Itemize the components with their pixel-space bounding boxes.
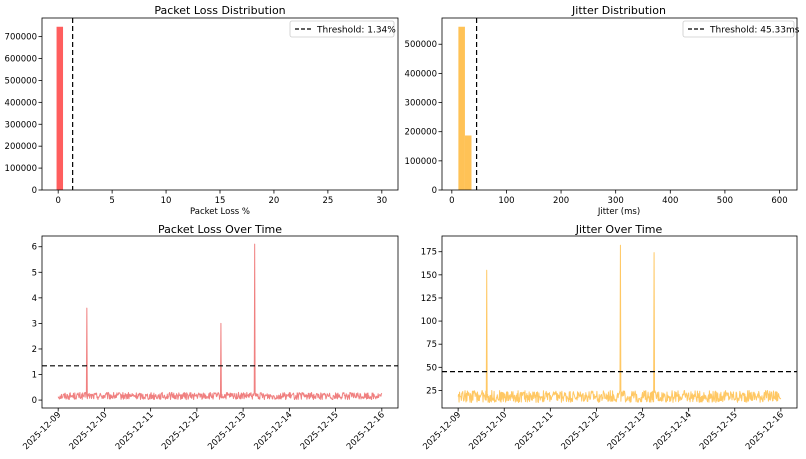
jitter-hist-xtick-label: 400: [662, 196, 678, 206]
jitter-hist-frame: [441, 17, 798, 191]
jitter-hist-ytick-label: 100000: [405, 157, 437, 167]
loss-hist-ytick-label: 200000: [5, 142, 37, 152]
jitter-time-xtick-label: 2025-12-13: [606, 410, 648, 452]
jitter-time-xtick-label: 2025-12-09: [421, 410, 463, 452]
loss-hist-ytick-label: 400000: [5, 98, 37, 108]
jitter-hist-xtick-label: 0: [449, 196, 454, 206]
jitter-hist-ytick-label: 300000: [405, 99, 437, 109]
loss-hist-ytick-label: 700000: [5, 33, 37, 43]
loss-time-ytick-label: 3: [32, 319, 37, 329]
loss-time-xtick-label: 2025-12-14: [252, 410, 294, 452]
jitter-time-xtick-label: 2025-12-16: [744, 410, 786, 452]
loss-hist-ytick-label: 600000: [5, 55, 37, 65]
jitter-hist-panel: Jitter Distribution 0 100 200 300 400 500 6000…: [405, 4, 800, 217]
loss-hist-xtick-label: 30: [376, 196, 387, 206]
jitter-hist-xtick-label: 600: [771, 196, 787, 206]
loss-hist-panel: Packet Loss Distribution 0 5 10 15 20 25 30 0 10…: [5, 4, 399, 217]
loss-time-xtick-label: 2025-12-15: [299, 410, 341, 452]
loss-hist-legend: Threshold: 1.34%: [289, 20, 396, 38]
jitter-time-panel: Jitter Over Time 2025-12-09 2025-12-10 202…: [421, 223, 798, 452]
jitter-hist-xtick-label: 200: [553, 196, 569, 206]
jitter-time-ytick-label: 100: [421, 317, 437, 327]
jitter-time-frame: [441, 235, 798, 409]
jitter-hist-legend-box: [682, 20, 795, 38]
loss-time-ytick-label: 4: [32, 294, 37, 304]
loss-time-ytick-label: 5: [32, 268, 37, 278]
jitter-time-xtick-label: 2025-12-12: [560, 410, 602, 452]
loss-time-series-line: [57, 243, 383, 401]
loss-hist-plot-area: 0 5 10 15 20 25 30 0 100000 200000 300000 400000 500…: [5, 18, 387, 206]
loss-hist-xtick-label: 10: [161, 196, 172, 206]
loss-hist-ytick-label: 0: [32, 186, 37, 196]
loss-time-plot-area: 2025-12-09 2025-12-10 2025-12-11 2025-12-12…: [21, 243, 398, 452]
jitter-hist-plot-area: 0 100 200 300 400 500 600 0 100000 200000 300000 40…: [405, 18, 788, 206]
loss-hist-xtick-label: 25: [322, 196, 333, 206]
loss-time-ytick-label: 2: [32, 345, 37, 355]
jitter-hist-ytick-label: 200000: [405, 128, 437, 138]
jitter-hist-ytick-label: 500000: [405, 40, 437, 50]
jitter-time-ytick-label: 125: [421, 294, 437, 304]
jitter-hist-ytick-label: 0: [432, 186, 437, 196]
loss-hist-ytick-label: 100000: [5, 164, 37, 174]
loss-time-panel: Packet Loss Over Time 2025-12-09 2025-12-…: [21, 223, 399, 452]
loss-hist-xlabel: Packet Loss %: [190, 207, 250, 217]
loss-time-ytick-label: 0: [32, 396, 37, 406]
loss-time-xtick-label: 2025-12-09: [21, 410, 63, 452]
jitter-time-xtick-label: 2025-12-15: [698, 410, 740, 452]
jitter-hist-xtick-label: 500: [717, 196, 733, 206]
loss-hist-legend-box: [289, 20, 395, 38]
jitter-time-ytick-label: 75: [426, 340, 437, 350]
loss-hist-xtick-label: 5: [109, 196, 114, 206]
loss-hist-title: Packet Loss Distribution: [154, 4, 285, 17]
loss-hist-xtick-label: 15: [215, 196, 226, 206]
jitter-time-series-line: [457, 244, 782, 403]
loss-time-xtick-label: 2025-12-16: [345, 410, 387, 452]
loss-time-ytick-label: 1: [32, 371, 37, 381]
jitter-time-ytick-label: 175: [421, 248, 437, 258]
jitter-time-plot-area: 2025-12-09 2025-12-10 2025-12-11 2025-12-12…: [421, 244, 797, 452]
loss-hist-bar: [56, 26, 64, 191]
jitter-time-title: Jitter Over Time: [575, 223, 663, 236]
loss-hist-ytick-label: 300000: [5, 120, 37, 130]
jitter-time-xtick-label: 2025-12-11: [513, 410, 555, 452]
jitter-time-ytick-label: 25: [426, 386, 437, 396]
jitter-hist-xtick-label: 100: [498, 196, 514, 206]
loss-hist-xtick-label: 0: [55, 196, 60, 206]
jitter-hist-bar: [464, 135, 472, 190]
jitter-time-xtick-label: 2025-12-10: [467, 410, 509, 452]
loss-time-xtick-label: 2025-12-11: [114, 410, 156, 452]
loss-hist-xtick-label: 20: [269, 196, 280, 206]
jitter-hist-ytick-label: 400000: [405, 69, 437, 79]
loss-time-title: Packet Loss Over Time: [158, 223, 282, 236]
jitter-hist-xlabel: Jitter (ms): [597, 207, 640, 217]
loss-time-xtick-label: 2025-12-13: [206, 410, 248, 452]
loss-hist-frame: [41, 17, 399, 191]
jitter-time-ytick-label: 150: [421, 271, 437, 281]
loss-hist-legend-label: Threshold: 1.34%: [316, 26, 396, 36]
loss-time-ytick-label: 6: [32, 243, 37, 253]
jitter-hist-bar: [458, 26, 465, 191]
loss-time-xtick-label: 2025-12-10: [68, 410, 110, 452]
loss-hist-ytick-label: 500000: [5, 76, 37, 86]
jitter-time-ytick-label: 50: [426, 363, 437, 373]
loss-time-xtick-label: 2025-12-12: [160, 410, 202, 452]
jitter-hist-xtick-label: 300: [608, 196, 624, 206]
jitter-hist-legend: Threshold: 45.33ms: [682, 20, 800, 38]
jitter-hist-title: Jitter Distribution: [571, 4, 666, 17]
jitter-time-xtick-label: 2025-12-14: [652, 410, 694, 452]
jitter-hist-legend-label: Threshold: 45.33ms: [709, 26, 800, 36]
loss-time-frame: [41, 235, 399, 409]
